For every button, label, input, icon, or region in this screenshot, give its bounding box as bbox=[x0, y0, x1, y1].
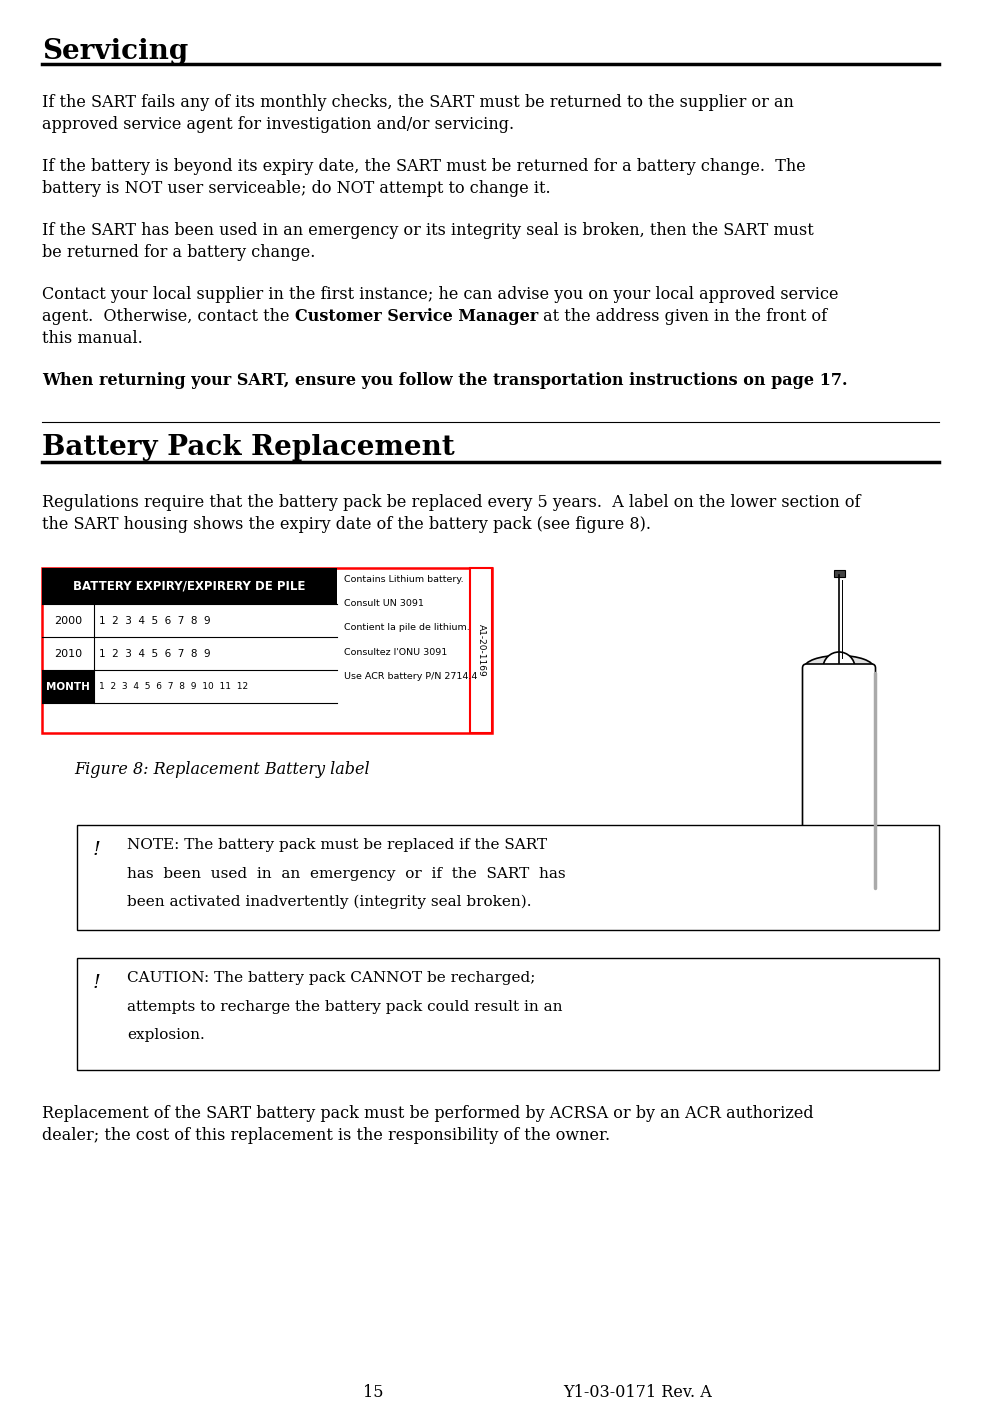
Text: 2010: 2010 bbox=[54, 649, 82, 659]
Text: battery is NOT user serviceable; do NOT attempt to change it.: battery is NOT user serviceable; do NOT … bbox=[42, 180, 550, 197]
FancyBboxPatch shape bbox=[77, 824, 939, 930]
Text: Replacement of the SART battery pack must be performed by ACRSA or by an ACR aut: Replacement of the SART battery pack mus… bbox=[42, 1104, 813, 1121]
Text: BATTERY EXPIRY/EXPIRERY DE PILE: BATTERY EXPIRY/EXPIRERY DE PILE bbox=[74, 580, 305, 592]
Ellipse shape bbox=[804, 656, 874, 680]
Text: Use ACR battery P/N 2714.4: Use ACR battery P/N 2714.4 bbox=[343, 672, 477, 680]
Text: 1  2  3  4  5  6  7  8  9  10  11  12: 1 2 3 4 5 6 7 8 9 10 11 12 bbox=[99, 682, 248, 691]
Text: NOTE: The battery pack must be replaced if the SART: NOTE: The battery pack must be replaced … bbox=[127, 839, 547, 853]
Text: Contient la pile de lithium.: Contient la pile de lithium. bbox=[343, 624, 470, 632]
Text: Figure 8: Replacement Battery label: Figure 8: Replacement Battery label bbox=[75, 761, 370, 778]
Text: A1-20-1169: A1-20-1169 bbox=[477, 624, 486, 677]
FancyBboxPatch shape bbox=[802, 665, 875, 902]
Bar bbox=[42, 670, 94, 703]
Text: If the SART has been used in an emergency or its integrity seal is broken, then : If the SART has been used in an emergenc… bbox=[42, 222, 814, 239]
Text: explosion.: explosion. bbox=[127, 1028, 205, 1042]
Bar bbox=[42, 568, 336, 604]
Text: agent.  Otherwise, contact the: agent. Otherwise, contact the bbox=[42, 308, 294, 325]
Text: been activated inadvertently (integrity seal broken).: been activated inadvertently (integrity … bbox=[127, 895, 532, 909]
Text: Consultez l'ONU 3091: Consultez l'ONU 3091 bbox=[343, 648, 447, 656]
Circle shape bbox=[823, 652, 855, 684]
Text: be returned for a battery change.: be returned for a battery change. bbox=[42, 245, 315, 262]
Ellipse shape bbox=[804, 884, 874, 902]
Text: 15: 15 bbox=[363, 1384, 383, 1401]
Text: If the battery is beyond its expiry date, the SART must be returned for a batter: If the battery is beyond its expiry date… bbox=[42, 158, 805, 175]
Text: Y1-03-0171 Rev. A: Y1-03-0171 Rev. A bbox=[563, 1384, 712, 1401]
Text: 1  2  3  4  5  6  7  8  9: 1 2 3 4 5 6 7 8 9 bbox=[99, 615, 211, 625]
Circle shape bbox=[833, 669, 838, 674]
Bar bbox=[470, 568, 492, 732]
Text: Contains Lithium battery.: Contains Lithium battery. bbox=[343, 575, 463, 584]
Text: Servicing: Servicing bbox=[42, 38, 188, 65]
Text: has  been  used  in  an  emergency  or  if  the  SART  has: has been used in an emergency or if the … bbox=[127, 867, 566, 881]
FancyBboxPatch shape bbox=[77, 959, 939, 1070]
Text: !: ! bbox=[93, 841, 101, 858]
Text: When returning your SART, ensure you follow the transportation instructions on p: When returning your SART, ensure you fol… bbox=[42, 372, 848, 389]
Text: dealer; the cost of this replacement is the responsibility of the owner.: dealer; the cost of this replacement is … bbox=[42, 1127, 610, 1144]
Text: CAUTION: The battery pack CANNOT be recharged;: CAUTION: The battery pack CANNOT be rech… bbox=[127, 971, 536, 986]
Text: the SART housing shows the expiry date of the battery pack (see figure 8).: the SART housing shows the expiry date o… bbox=[42, 516, 651, 533]
Text: Customer Service Manager: Customer Service Manager bbox=[294, 308, 538, 325]
Text: approved service agent for investigation and/or servicing.: approved service agent for investigation… bbox=[42, 116, 514, 133]
Text: Battery Pack Replacement: Battery Pack Replacement bbox=[42, 434, 455, 461]
Text: MONTH: MONTH bbox=[46, 682, 90, 691]
Text: Regulations require that the battery pack be replaced every 5 years.  A label on: Regulations require that the battery pac… bbox=[42, 493, 860, 510]
FancyBboxPatch shape bbox=[42, 568, 492, 732]
Text: this manual.: this manual. bbox=[42, 329, 143, 346]
Text: at the address given in the front of: at the address given in the front of bbox=[538, 308, 827, 325]
Bar bbox=[834, 570, 845, 577]
Text: !: ! bbox=[93, 974, 101, 993]
Text: 2000: 2000 bbox=[54, 615, 82, 625]
Text: Consult UN 3091: Consult UN 3091 bbox=[343, 600, 424, 608]
Text: Contact your local supplier in the first instance; he can advise you on your loc: Contact your local supplier in the first… bbox=[42, 286, 839, 303]
Text: If the SART fails any of its monthly checks, the SART must be returned to the su: If the SART fails any of its monthly che… bbox=[42, 93, 794, 112]
Text: 1  2  3  4  5  6  7  8  9: 1 2 3 4 5 6 7 8 9 bbox=[99, 649, 211, 659]
Text: attempts to recharge the battery pack could result in an: attempts to recharge the battery pack co… bbox=[127, 1000, 562, 1014]
